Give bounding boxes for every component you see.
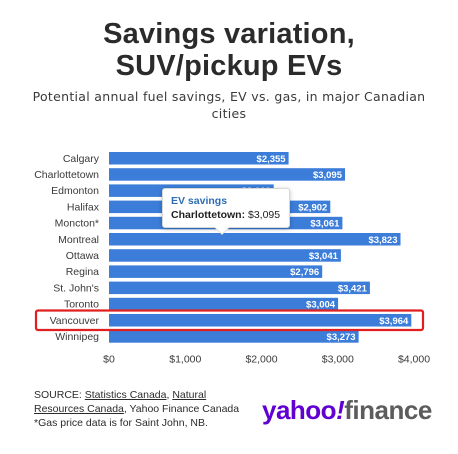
category-label-halifax: Halifax: [67, 201, 100, 213]
data-label-moncton: $3,061: [310, 219, 340, 230]
source-link-natural-resources-canada[interactable]: Natural Resources Canada: [34, 389, 207, 415]
data-label-toronto: $3,004: [306, 300, 336, 311]
logo-finance: finance: [344, 395, 432, 425]
tooltip-colon: :: [241, 209, 248, 221]
category-label-moncton: Moncton*: [55, 218, 99, 230]
data-label-ottawa: $3,041: [309, 251, 339, 262]
category-label-calgary: Calgary: [63, 153, 100, 165]
category-label-edmonton: Edmonton: [51, 185, 99, 197]
category-label-ottawa: Ottawa: [66, 250, 99, 262]
data-label-winnipeg: $3,273: [327, 332, 356, 343]
x-axis-ticks-layer: $0 $1,000 $2,000 $3,000 $4,000: [103, 353, 430, 365]
bars-layer: $2,355$3,095$2,160$2,902$3,061$3,823$3,0…: [109, 152, 412, 343]
tooltip-arrow: [215, 227, 229, 234]
footnote: *Gas price data is for Saint John, NB.: [34, 417, 208, 429]
x-tick-label-0: $0: [103, 353, 115, 365]
bar-regina: [109, 265, 323, 278]
bar-charlottetown: [109, 168, 345, 181]
highlight-box-vancouver: [34, 309, 425, 332]
highlight-layer: [34, 309, 425, 332]
yahoo-finance-logo[interactable]: yahoo!finance: [262, 395, 432, 425]
tooltip-title: EV savings: [171, 195, 228, 207]
bar-ottawa: [109, 249, 341, 262]
category-label-montreal: Montreal: [58, 234, 99, 246]
tooltip-category: Charlottetown: [171, 209, 242, 221]
category-label-vancouver: Vancouver: [50, 315, 100, 327]
bar-calgary: [109, 152, 289, 165]
x-tick-label-1000: $1,000: [169, 353, 201, 365]
data-label-halifax: $2,902: [298, 202, 327, 213]
category-label-st-john-s: St. John's: [53, 282, 99, 294]
data-label-vancouver: $3,964: [379, 316, 409, 327]
data-label-montreal: $3,823: [368, 235, 397, 246]
category-label-charlottetown: Charlottetown: [34, 169, 99, 181]
x-tick-label-4000: $4,000: [398, 353, 430, 365]
source-prefix: SOURCE:: [34, 389, 85, 401]
bar-toronto: [109, 297, 339, 311]
source-rest: , Yahoo Finance Canada: [123, 403, 240, 415]
bar-winnipeg: [109, 330, 359, 343]
tooltip-value: $3,095: [248, 209, 281, 221]
category-label-winnipeg: Winnipeg: [55, 331, 99, 343]
category-label-toronto: Toronto: [64, 299, 99, 311]
source-separator: ,: [166, 389, 173, 401]
category-labels-layer: Calgary Charlottetown Edmonton Halifax Monct…: [34, 153, 100, 343]
source-footer: SOURCE: Statistics Canada, Natural Resou…: [34, 388, 259, 430]
logo-exclamation: !: [336, 395, 345, 425]
chart-title-line1: Savings variation,: [103, 18, 355, 50]
x-tick-label-3000: $3,000: [322, 353, 354, 365]
data-label-regina: $2,796: [290, 267, 319, 278]
category-label-regina: Regina: [66, 266, 99, 278]
data-label-charlottetown: $3,095: [313, 170, 343, 181]
source-link-statistics-canada[interactable]: Statistics Canada: [84, 389, 167, 401]
x-tick-label-2000: $2,000: [245, 353, 277, 365]
bar-st-john-s: [109, 281, 370, 295]
data-label-calgary: $2,355: [257, 154, 287, 165]
chart-title-line2: SUV/pickup EVs: [115, 50, 343, 82]
chart-title: Savings variation, SUV/pickup EVs: [0, 18, 458, 82]
chart-subtitle: Potential annual fuel savings, EV vs. ga…: [32, 89, 426, 121]
bar-montreal: [109, 233, 401, 246]
chart-tooltip: EV savings Charlottetown: $3,095: [162, 188, 290, 234]
logo-yahoo: yahoo: [262, 395, 337, 425]
bar-vancouver: [109, 314, 412, 327]
data-label-st-john-s: $3,421: [338, 283, 368, 294]
